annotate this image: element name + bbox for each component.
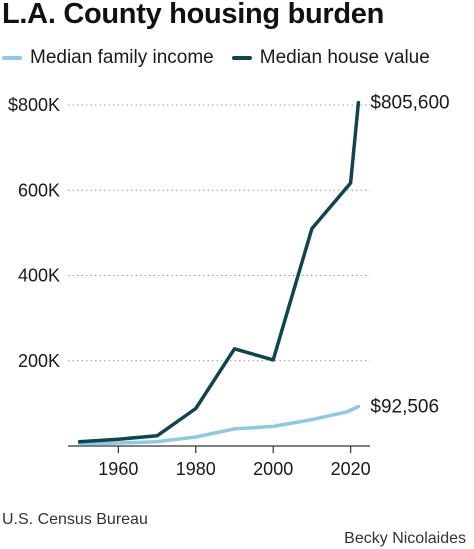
series-line-house bbox=[77, 100, 361, 444]
legend-swatch-house bbox=[231, 56, 252, 60]
x-tick-label-1: 1980 bbox=[176, 459, 216, 479]
credit-note: Becky Nicolaides bbox=[344, 530, 466, 547]
x-tick-label-2: 2000 bbox=[253, 459, 293, 479]
legend-item-income: Median family income bbox=[2, 47, 214, 69]
chart-title: L.A. County housing burden bbox=[2, 0, 385, 30]
legend-label-house: Median house value bbox=[259, 47, 430, 68]
x-tick-label-0: 1960 bbox=[98, 459, 138, 479]
y-tick-label-0: 200K bbox=[18, 351, 60, 371]
end-label-income: $92,506 bbox=[370, 397, 439, 418]
legend-item-house: Median house value bbox=[231, 47, 430, 69]
x-tick-label-3: 2020 bbox=[331, 459, 371, 479]
legend-label-income: Median family income bbox=[30, 47, 214, 68]
y-tick-label-2: 600K bbox=[18, 180, 60, 200]
y-tick-label-1: 400K bbox=[18, 266, 60, 286]
end-label-house: $805,600 bbox=[370, 93, 449, 114]
source-note: U.S. Census Bureau bbox=[2, 511, 148, 528]
legend-swatch-income bbox=[2, 56, 22, 60]
y-tick-label-3: $800K bbox=[8, 95, 60, 115]
series-line-income bbox=[77, 404, 361, 446]
legend: Median family income Median house value bbox=[2, 47, 448, 69]
